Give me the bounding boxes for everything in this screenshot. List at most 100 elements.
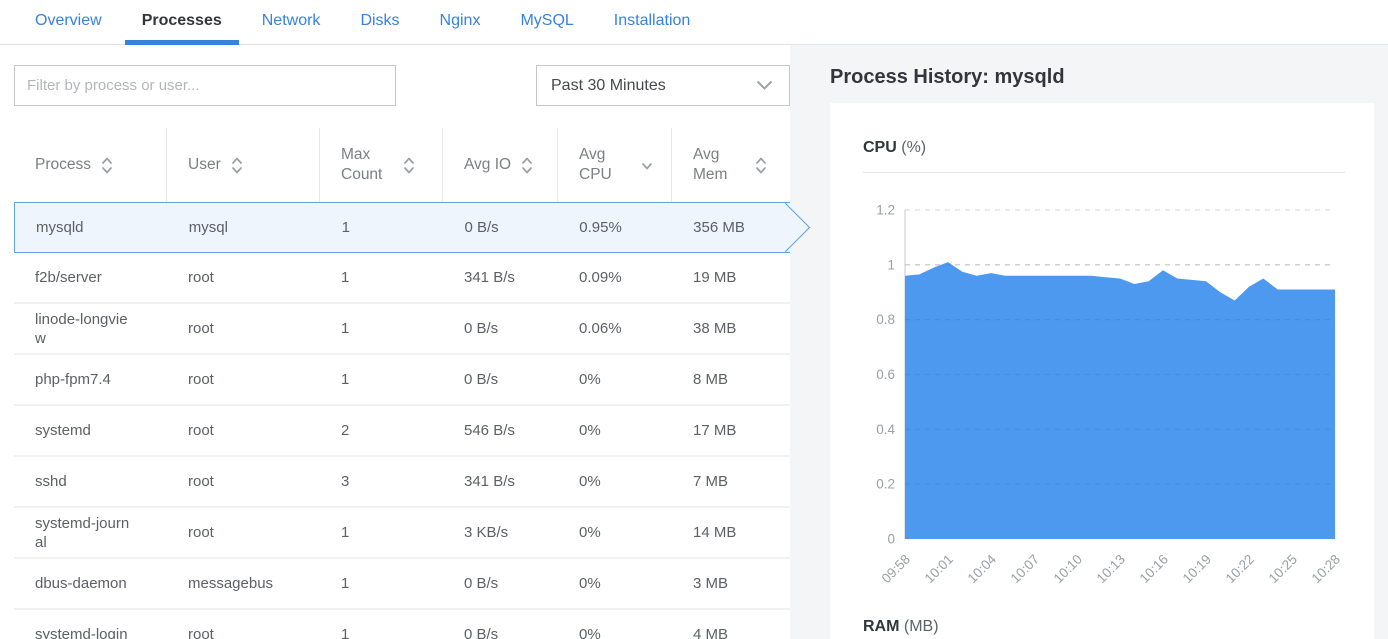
cell-avg-io: 341 B/s bbox=[464, 269, 515, 286]
cell-avg-cpu: 0% bbox=[579, 371, 601, 388]
sort-desc-icon bbox=[642, 156, 652, 175]
cell-user: root bbox=[188, 524, 214, 541]
svg-text:10:16: 10:16 bbox=[1137, 552, 1172, 587]
cell-avg-mem: 8 MB bbox=[693, 371, 729, 388]
cell-max-count: 1 bbox=[341, 371, 350, 388]
cpu-chart-title: CPU (%) bbox=[863, 139, 1345, 173]
cell-avg-mem: 3 MB bbox=[693, 575, 729, 592]
cell-process: php-fpm7.4 bbox=[35, 371, 111, 388]
cell-avg-io: 546 B/s bbox=[464, 422, 515, 439]
svg-text:09:58: 09:58 bbox=[879, 552, 914, 587]
tab-installation[interactable]: Installation bbox=[613, 11, 691, 29]
svg-text:10:22: 10:22 bbox=[1223, 552, 1258, 587]
ram-chart-title: RAM (MB) bbox=[863, 618, 939, 636]
ram-chart-title-name: RAM bbox=[863, 618, 900, 635]
time-range-select[interactable]: Past 30 Minutes bbox=[536, 65, 790, 106]
cell-avg-mem: 14 MB bbox=[693, 524, 737, 541]
table-row[interactable]: linode-longview root 1 0 B/s 0.06% 38 MB bbox=[14, 304, 790, 355]
cell-user: root bbox=[188, 626, 214, 639]
svg-text:10:28: 10:28 bbox=[1309, 552, 1344, 587]
cell-process: mysqld bbox=[36, 219, 84, 236]
svg-text:0.6: 0.6 bbox=[876, 367, 895, 382]
cell-avg-cpu: 0% bbox=[579, 626, 601, 639]
cell-max-count: 3 bbox=[341, 473, 350, 490]
table-row[interactable]: f2b/server root 1 341 B/s 0.09% 19 MB bbox=[14, 253, 790, 304]
sort-both-icon bbox=[522, 156, 532, 175]
cell-avg-mem: 17 MB bbox=[693, 422, 737, 439]
cell-max-count: 1 bbox=[341, 575, 350, 592]
cell-avg-io: 0 B/s bbox=[464, 320, 499, 337]
cell-avg-io: 341 B/s bbox=[464, 473, 515, 490]
column-header-process[interactable]: Process bbox=[14, 128, 167, 202]
cell-avg-mem: 356 MB bbox=[693, 219, 745, 236]
cell-avg-mem: 38 MB bbox=[693, 320, 737, 337]
tab-processes[interactable]: Processes bbox=[124, 0, 239, 45]
time-range-value: Past 30 Minutes bbox=[551, 76, 666, 94]
cell-avg-cpu: 0% bbox=[579, 473, 601, 490]
column-header-avg-mem[interactable]: Avg Mem bbox=[672, 128, 790, 202]
cell-avg-cpu: 0.09% bbox=[579, 269, 622, 286]
column-header-avg-io[interactable]: Avg IO bbox=[443, 128, 558, 202]
table-row[interactable]: php-fpm7.4 root 1 0 B/s 0% 8 MB bbox=[14, 355, 790, 406]
column-label: User bbox=[188, 156, 221, 173]
cell-avg-cpu: 0.06% bbox=[579, 320, 622, 337]
table-row[interactable]: systemd root 2 546 B/s 0% 17 MB bbox=[14, 406, 790, 457]
cell-avg-io: 0 B/s bbox=[464, 219, 499, 236]
tab-disks[interactable]: Disks bbox=[360, 11, 400, 29]
cell-avg-io: 0 B/s bbox=[464, 575, 499, 592]
sort-both-icon bbox=[756, 156, 766, 175]
svg-text:1: 1 bbox=[887, 257, 895, 272]
tab-nginx[interactable]: Nginx bbox=[439, 11, 481, 29]
cell-avg-cpu: 0% bbox=[579, 575, 601, 592]
cell-user: mysql bbox=[188, 219, 228, 236]
cell-avg-mem: 4 MB bbox=[693, 626, 729, 639]
cell-avg-mem: 7 MB bbox=[693, 473, 729, 490]
tab-overview[interactable]: Overview bbox=[35, 11, 102, 29]
chevron-down-icon bbox=[756, 80, 773, 91]
cell-max-count: 1 bbox=[341, 269, 350, 286]
table-row[interactable]: mysqld mysql 1 0 B/s 0.95% 356 MB bbox=[14, 202, 811, 253]
process-history-card: CPU (%) 0 0.2 0.4 0.6 0.8 1 1.2 09:58 10:01 10:04… bbox=[830, 103, 1374, 639]
ram-chart-title-unit: (MB) bbox=[903, 618, 939, 635]
table-row[interactable]: dbus-daemon messagebus 1 0 B/s 0% 3 MB bbox=[14, 559, 790, 610]
cell-avg-io: 0 B/s bbox=[464, 371, 499, 388]
cell-process: f2b/server bbox=[35, 269, 102, 286]
cell-user: root bbox=[188, 320, 214, 337]
cell-max-count: 1 bbox=[341, 219, 350, 236]
svg-text:0.4: 0.4 bbox=[876, 422, 895, 437]
table-row[interactable]: systemd-login root 1 0 B/s 0% 4 MB bbox=[14, 610, 790, 639]
cell-user: root bbox=[188, 269, 214, 286]
cell-avg-cpu: 0% bbox=[579, 524, 601, 541]
column-label: Avg Mem bbox=[693, 146, 728, 183]
cell-max-count: 1 bbox=[341, 524, 350, 541]
cell-user: messagebus bbox=[188, 575, 274, 592]
tab-network[interactable]: Network bbox=[261, 11, 321, 29]
processes-pane: Past 30 Minutes Process User Max Count Avg … bbox=[0, 45, 811, 639]
table-row[interactable]: sshd root 3 341 B/s 0% 7 MB bbox=[14, 457, 790, 508]
cell-process: systemd bbox=[35, 422, 91, 439]
svg-text:0.2: 0.2 bbox=[876, 477, 895, 492]
svg-text:10:07: 10:07 bbox=[1008, 552, 1043, 587]
svg-text:10:01: 10:01 bbox=[922, 552, 957, 587]
cell-process: systemd-login bbox=[35, 626, 128, 639]
cpu-chart-title-name: CPU bbox=[863, 139, 897, 156]
process-filter-input[interactable] bbox=[14, 65, 396, 106]
cell-process: systemd-journal bbox=[35, 514, 130, 551]
process-table-body: mysqld mysql 1 0 B/s 0.95% 356 MB f2b/server ro… bbox=[14, 202, 811, 639]
svg-text:10:10: 10:10 bbox=[1051, 552, 1086, 587]
cell-user: root bbox=[188, 422, 214, 439]
svg-text:10:04: 10:04 bbox=[965, 551, 1000, 586]
cell-process: linode-longview bbox=[35, 310, 128, 347]
tab-mysql[interactable]: MySQL bbox=[520, 11, 574, 29]
column-header-avg-cpu[interactable]: Avg CPU bbox=[558, 128, 672, 202]
column-header-user[interactable]: User bbox=[167, 128, 320, 202]
table-row[interactable]: systemd-journal root 1 3 KB/s 0% 14 MB bbox=[14, 508, 790, 559]
svg-text:10:19: 10:19 bbox=[1180, 552, 1215, 587]
cell-avg-cpu: 0% bbox=[579, 422, 601, 439]
sort-both-icon bbox=[231, 156, 242, 175]
svg-text:0: 0 bbox=[887, 532, 895, 547]
process-table-header: Process User Max Count Avg IO Avg CPU Avg Mem bbox=[14, 128, 790, 202]
tab-bar: Overview Processes Network Disks Nginx MySQL I… bbox=[0, 0, 1388, 45]
cell-max-count: 2 bbox=[341, 422, 350, 439]
column-header-max-count[interactable]: Max Count bbox=[320, 128, 443, 202]
